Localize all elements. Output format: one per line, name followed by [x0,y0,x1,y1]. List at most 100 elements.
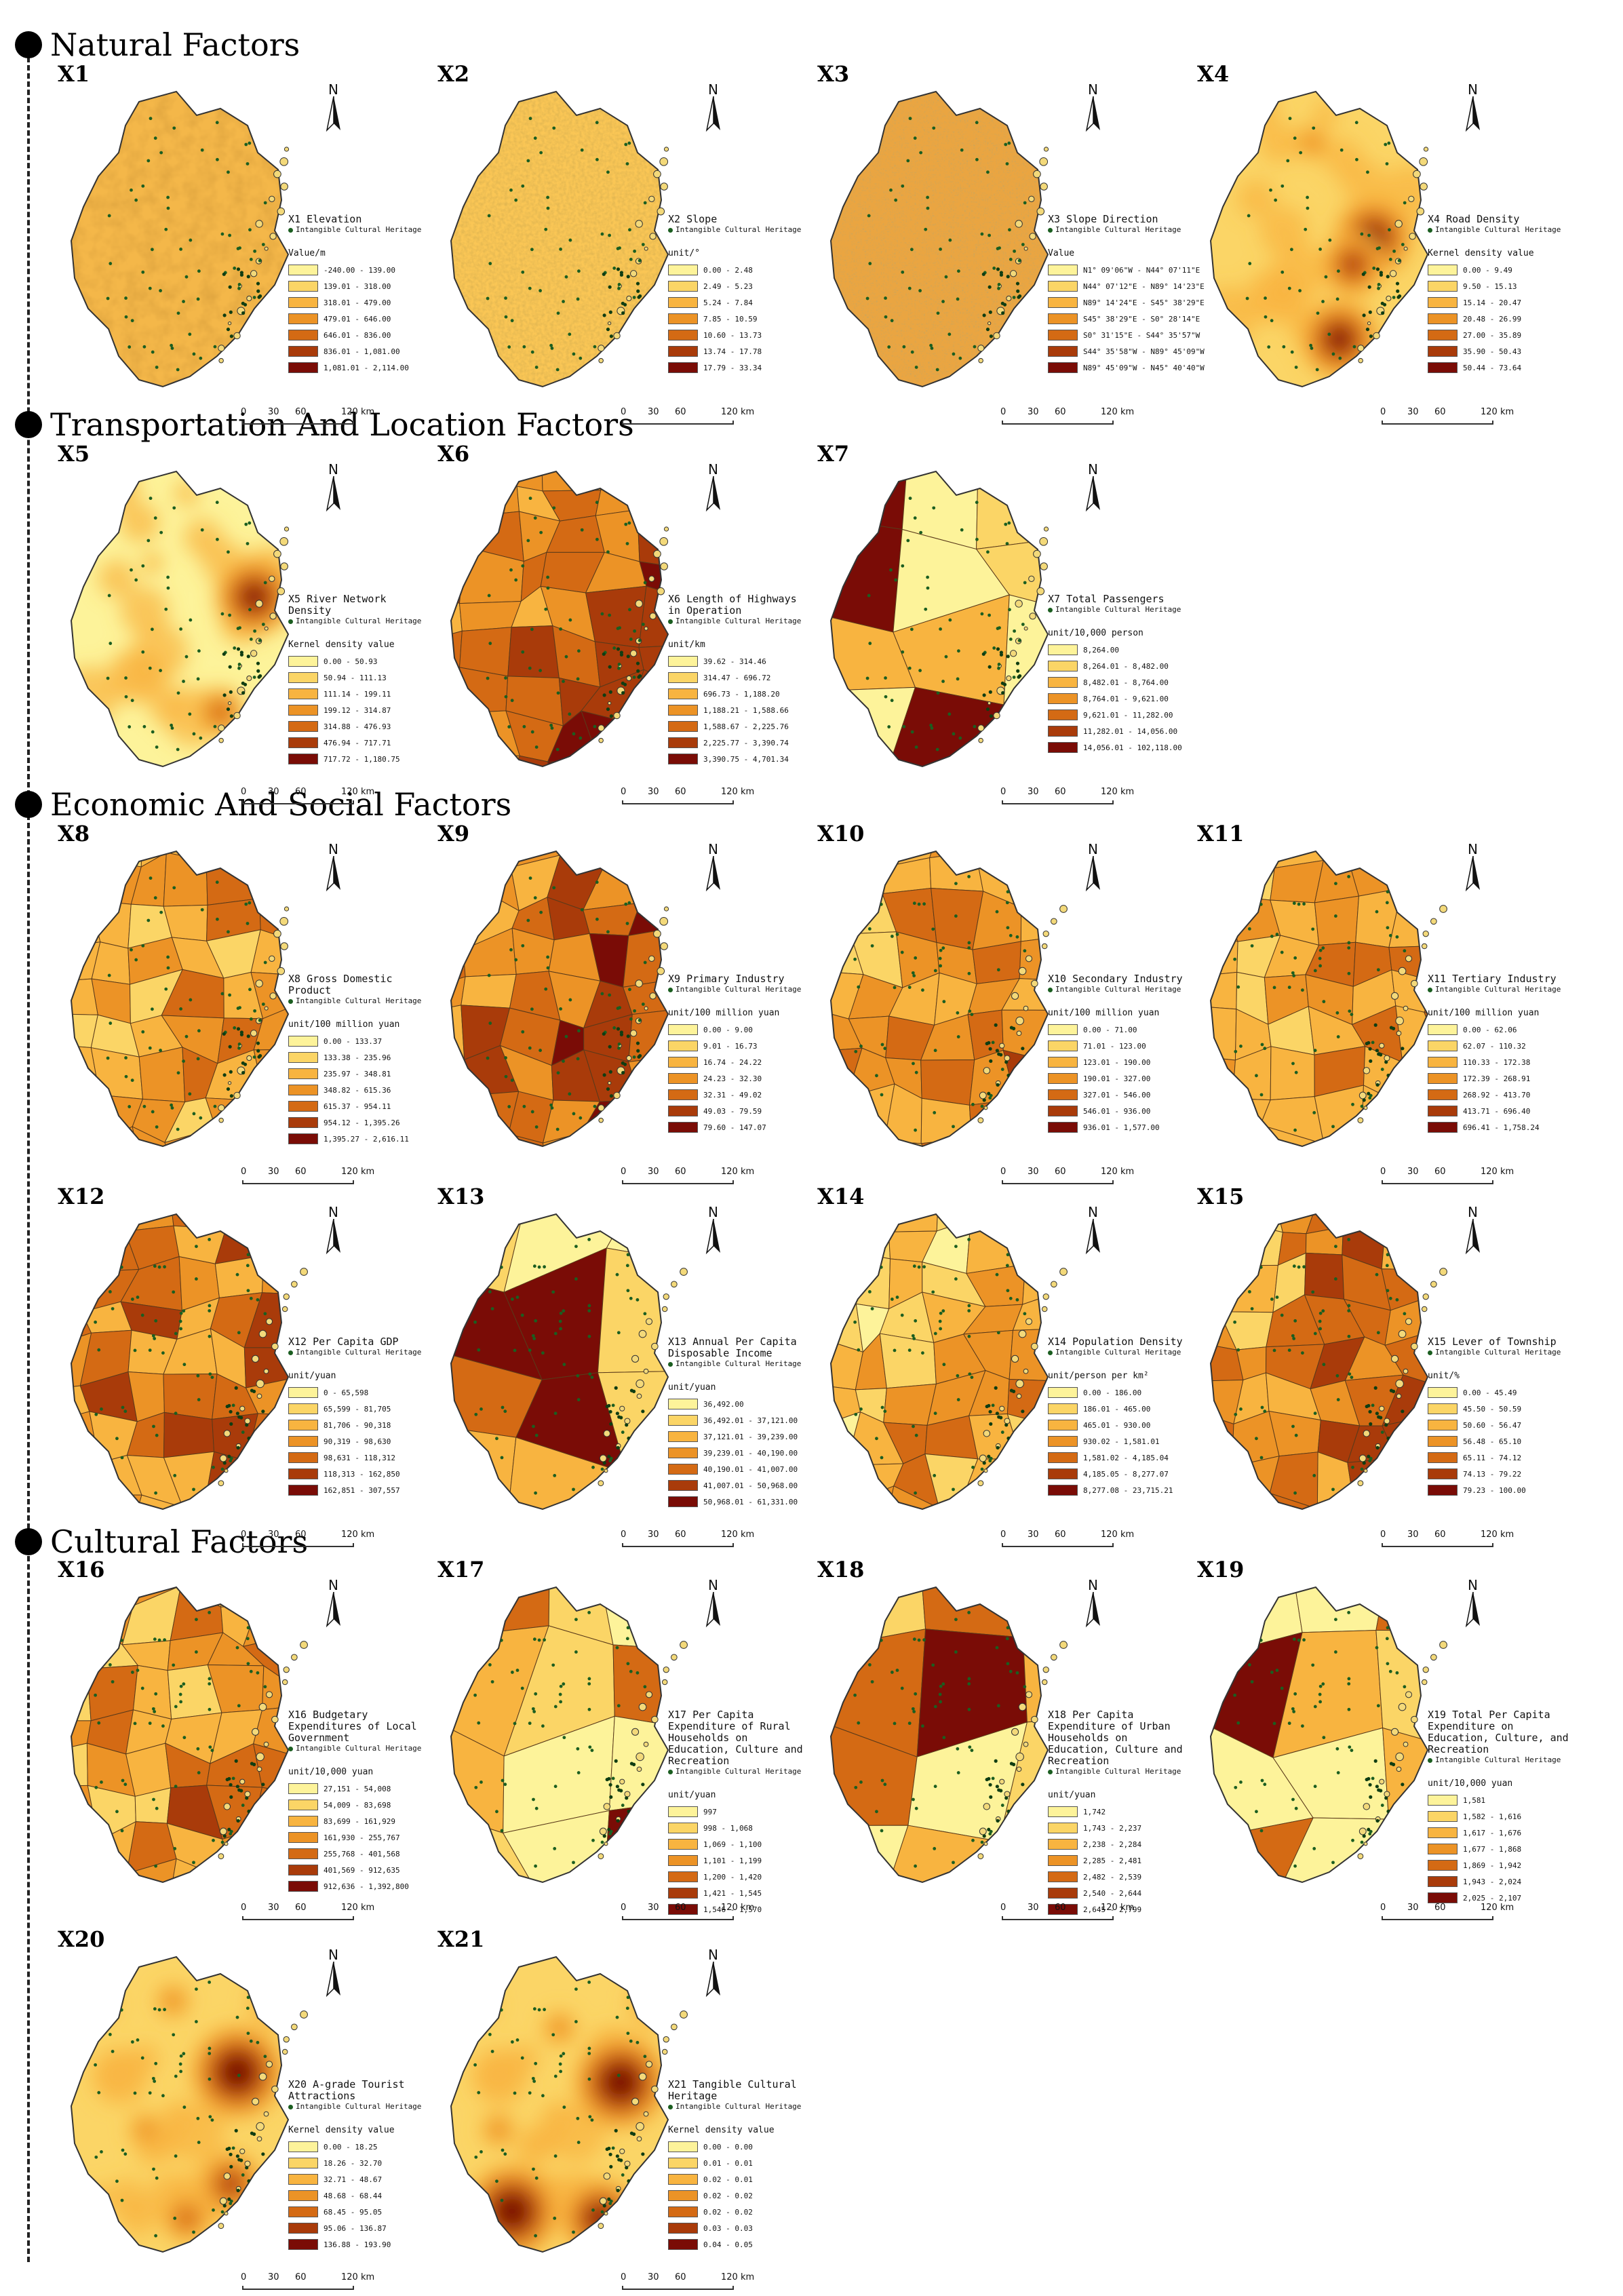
legend-range-label: 50.60 - 56.47 [1463,1420,1522,1430]
legend-swatch [1048,346,1078,357]
legend-class-row: 1,869 - 1,942 [1428,1857,1573,1873]
legend-swatch [288,1101,318,1112]
legend-class-row: 32.71 - 48.67 [288,2171,434,2187]
legend-swatch [288,1133,318,1144]
scale-label: 30 [268,2272,279,2282]
section-bullet-cultural [15,1528,42,1555]
legend-class-row: 314.88 - 476.93 [288,718,434,735]
legend-class-row: 95.06 - 136.87 [288,2220,434,2236]
legend-range-label: 190.01 - 327.00 [1083,1074,1151,1083]
legend-ich-entry: Intangible Cultural Heritage [1048,985,1194,994]
legend-class-row: 646.01 - 836.00 [288,327,434,343]
scale-label: 0 [621,407,627,417]
legend-class-row: 954.12 - 1,395.26 [288,1114,434,1131]
legend-swatch [288,1068,318,1079]
legend-range-label: 50.44 - 73.64 [1463,363,1522,372]
legend-title: X21 Tangible Cultural Heritage [668,2078,797,2102]
legend-unit: unit/100 million yuan [668,1008,780,1018]
map-panel-x11: X11 N X11 Tertiary Industry Intangible Cult… [1190,821,1570,1190]
legend-class-row: 413.71 - 696.40 [1428,1103,1573,1119]
legend-range-label: 717.72 - 1,180.75 [324,754,400,764]
legend-swatch [668,1806,698,1817]
legend-swatch [288,2190,318,2201]
legend-class-row: 235.97 - 348.81 [288,1066,434,1082]
legend-class-row: N89° 14'24"E - S45° 38'29"E [1048,294,1205,311]
legend-class-row: 0.02 - 0.02 [668,2187,814,2204]
legend-class-row: 162,851 - 307,557 [288,1482,434,1498]
legend-swatch [668,672,698,683]
legend-swatch [668,265,698,275]
scale-label: 30 [268,1530,279,1540]
legend-title: X16 Budgetary Expenditures of Local Gove… [288,1709,417,1744]
legend-ich-entry: Intangible Cultural Heritage [288,617,434,626]
legend-swatch [1048,313,1078,324]
scale-label: 30 [648,2272,659,2282]
legend-range-label: 255,768 - 401,568 [324,1849,400,1859]
legend-class-row: -240.00 - 139.00 [288,262,434,278]
legend-class-row: 139.01 - 318.00 [288,278,434,294]
ich-point-icon [288,1350,293,1355]
x15-map-outline [1209,1213,1429,1511]
legend-class-row: 327.01 - 546.00 [1048,1087,1194,1103]
scale-label: 120 km [341,407,375,417]
legend-range-label: 1,617 - 1,676 [1463,1828,1522,1837]
map-legend: X3 Slope Direction Intangible Cultural He… [1048,214,1205,376]
legend-swatch [668,1415,698,1426]
scale-line [622,1180,734,1184]
legend-swatch [1048,362,1078,373]
map-legend: X18 Per Capita Expenditure of Urban Hous… [1048,1709,1194,1918]
ich-point-icon [668,987,673,992]
legend-swatch [1048,281,1078,292]
legend-swatch [288,1420,318,1431]
legend-class-row: 1,200 - 1,420 [668,1869,814,1885]
legend-range-label: 696.41 - 1,758.24 [1463,1123,1540,1132]
map-panel-x4: X4 N X4 Road Density Intangible Cultural He… [1190,61,1570,431]
scale-label: 120 km [341,1530,375,1540]
north-arrow-icon: N [699,81,732,136]
choropleth-map [70,90,290,388]
map-panel-x5: X5 N X5 River Network Density Intangible Cu… [51,441,431,811]
legend-unit: unit/yuan [668,1790,716,1800]
choropleth-map [70,850,290,1148]
legend-class-row: 50.44 - 73.64 [1428,359,1573,376]
legend-range-label: 36,492.01 - 37,121.00 [703,1416,798,1425]
legend-swatch [668,2206,698,2217]
x17-map-outline [450,1586,669,1884]
legend-range-label: 1,581.02 - 4,185.04 [1083,1453,1169,1462]
legend-swatch [668,1040,698,1051]
scale-label: 120 km [721,407,755,417]
x16-map-outline [70,1586,290,1884]
panel-label: X9 [437,821,470,847]
legend-range-label: 54,009 - 83,698 [324,1800,391,1810]
ich-point-icon [668,2104,673,2109]
scale-label: 30 [1028,1530,1039,1540]
scale-label: 30 [268,1903,279,1913]
legend-ich-entry: Intangible Cultural Heritage [1048,1767,1194,1776]
legend-unit: Value [1048,248,1075,258]
choropleth-map [70,1213,308,1511]
legend-range-label: 912,636 - 1,392,800 [324,1882,409,1891]
scale-label: 30 [1028,1167,1039,1177]
scale-label: 60 [295,1903,307,1913]
x20-map-outline [70,1956,290,2253]
legend-swatch [288,2141,318,2152]
legend-unit: unit/° [668,248,700,258]
scale-label: 30 [268,787,279,797]
legend-range-label: 32.71 - 48.67 [324,2175,383,2184]
legend-title: X5 River Network Density [288,593,387,617]
legend-swatch [288,1881,318,1892]
map-panel-x14: X14 N X14 Population Density Intangible Cul… [810,1184,1190,1553]
legend-swatch [1048,1871,1078,1882]
legend-swatch [1428,297,1458,308]
map-panel-x10: X10 N X10 Secondary Industry Intangible Cul… [810,821,1190,1190]
legend-swatch [1048,677,1078,688]
scale-bar: 0 30 60 120 km [1380,1530,1516,1550]
scale-label: 60 [675,1903,686,1913]
legend-swatch [288,737,318,748]
legend-title: X19 Total Per Capita Expenditure on Educ… [1428,1709,1569,1755]
map-legend: X10 Secondary Industry Intangible Cultura… [1048,973,1194,1135]
scale-line [242,1543,354,1547]
legend-class-row: 49.03 - 79.59 [668,1103,814,1119]
legend-unit: unit/yuan [1048,1790,1096,1800]
legend-class-row: 998 - 1,068 [668,1820,814,1836]
